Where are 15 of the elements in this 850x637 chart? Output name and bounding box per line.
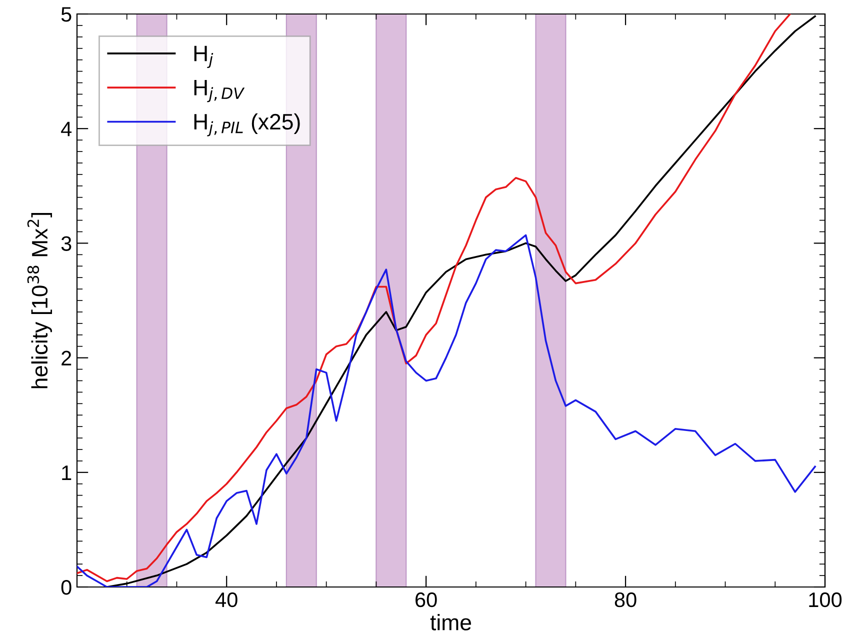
legend-label: H$_{j}$: [194, 46, 214, 68]
y-tick-label: 3: [61, 236, 72, 251]
y-tick-label: 4: [61, 122, 72, 136]
x-tick-label: 60: [416, 592, 437, 608]
y-tick-label: 0: [61, 580, 72, 595]
x-axis-title: time: [430, 614, 472, 630]
x-tick-label: 80: [614, 592, 636, 608]
y-tick-label: 1: [62, 466, 72, 480]
x-tick-label: 40: [215, 592, 238, 608]
y-tick-label: 5: [61, 7, 72, 22]
legend-label: H$_{j,PIL}$ (x25): [194, 113, 300, 136]
y-axis-title: helicity [10$^{38}$ Mx$^{2}$]: [27, 213, 52, 388]
x-tick-label: 100: [809, 592, 842, 608]
y-tick-label: 2: [62, 350, 72, 366]
legend-label: H$_{j,DV}$: [194, 80, 245, 102]
